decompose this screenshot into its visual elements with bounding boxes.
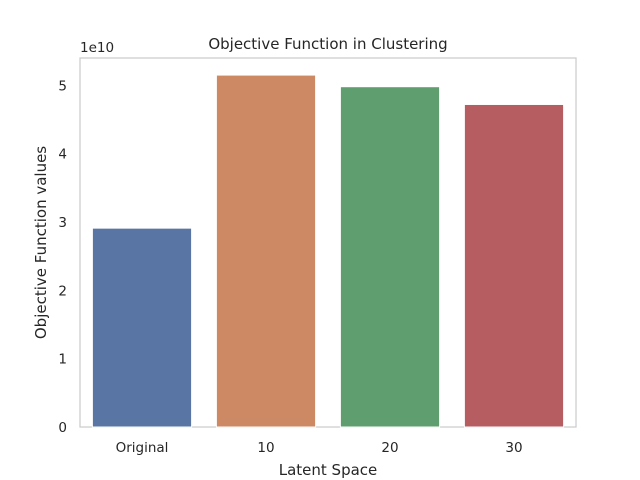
chart-title: Objective Function in Clustering xyxy=(208,35,447,53)
y-tick-label: 3 xyxy=(58,215,67,231)
x-tick-label: 20 xyxy=(381,440,398,456)
y-tick-label: 1 xyxy=(58,352,67,368)
x-axis-label: Latent Space xyxy=(279,461,378,479)
x-tick-labels: Original 10 20 30 xyxy=(116,440,523,456)
bar-original xyxy=(91,227,193,428)
x-tick-label: 30 xyxy=(505,440,522,456)
y-offset-label: 1e10 xyxy=(80,40,114,56)
y-tick-labels: 0 1 2 3 4 5 xyxy=(58,78,67,436)
y-tick-label: 5 xyxy=(58,78,67,94)
bars xyxy=(91,74,565,428)
x-tick-label: Original xyxy=(116,440,169,456)
x-tick-label: 10 xyxy=(257,440,274,456)
bar-10 xyxy=(215,74,317,428)
bar-20 xyxy=(339,86,441,428)
y-tick-label: 0 xyxy=(58,420,67,436)
y-tick-label: 2 xyxy=(58,283,67,299)
y-axis-label: Objective Function values xyxy=(32,146,50,339)
y-tick-label: 4 xyxy=(58,147,67,163)
bar-30 xyxy=(463,103,565,428)
